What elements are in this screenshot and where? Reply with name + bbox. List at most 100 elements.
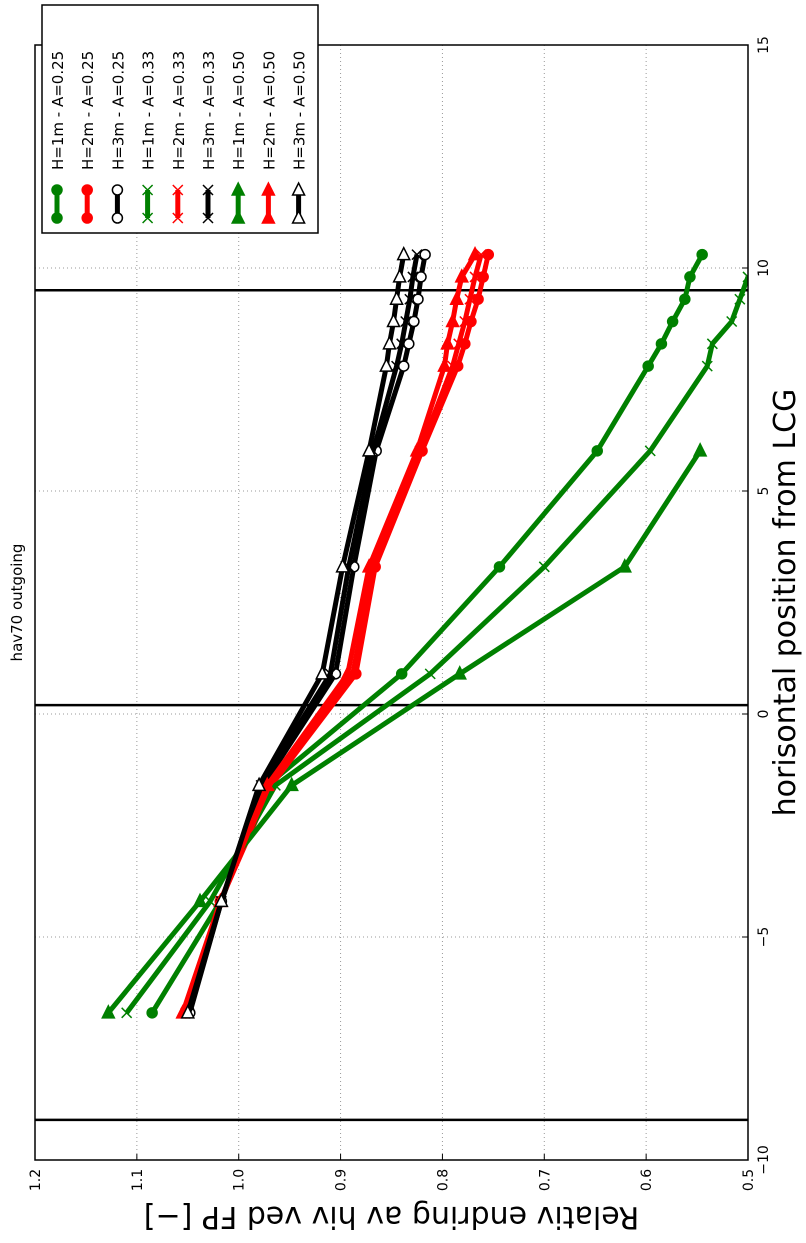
plot-area: [35, 245, 748, 1122]
marker: [315, 665, 330, 680]
marker: [386, 312, 401, 328]
marker: [742, 271, 748, 283]
marker: [121, 1007, 133, 1019]
legend-label: H=2m - A=0.50: [260, 51, 278, 170]
marker: [452, 665, 467, 680]
marker: [284, 776, 299, 792]
marker: [340, 665, 355, 680]
marker: [291, 209, 306, 224]
marker: [591, 445, 604, 457]
legend-label: H=2m - A=0.25: [79, 51, 97, 170]
marker: [142, 212, 154, 224]
marker: [407, 271, 419, 283]
marker: [617, 558, 632, 573]
x-tick-label: 5: [756, 487, 772, 496]
marker: [230, 209, 246, 224]
y-tick-label: 1.0: [232, 1169, 248, 1191]
y-tick-label: 0.6: [639, 1169, 655, 1191]
marker: [440, 335, 455, 350]
marker: [477, 271, 489, 283]
x-tick-label: −5: [756, 927, 772, 948]
legend-label: H=3m - A=0.50: [291, 51, 309, 170]
marker: [202, 184, 214, 196]
marker: [409, 442, 425, 457]
marker: [445, 312, 460, 328]
legend-label: H=1m - A=0.33: [140, 51, 158, 170]
y-tick-label: 0.5: [741, 1169, 757, 1191]
marker: [459, 315, 471, 328]
marker: [411, 249, 423, 261]
marker: [696, 248, 708, 261]
marker: [679, 293, 691, 305]
legend-label: H=1m - A=0.25: [49, 51, 67, 170]
marker: [453, 338, 465, 350]
marker: [382, 335, 397, 350]
marker: [464, 293, 476, 305]
marker: [412, 293, 424, 305]
marker: [396, 338, 408, 350]
y-axis-label: Relativ endring av hiv ved FP [−]: [144, 1199, 639, 1234]
marker: [214, 892, 229, 908]
marker: [379, 357, 394, 372]
legend: H=1m - A=0.25 H=2m - A=0.25 H=3m - A=0.25 H…: [41, 4, 319, 234]
marker: [101, 1004, 116, 1019]
marker: [655, 338, 668, 350]
legend-label: H=1m - A=0.50: [230, 51, 248, 170]
marker: [419, 248, 431, 261]
marker: [172, 184, 184, 196]
marker: [454, 268, 469, 283]
marker: [172, 212, 184, 224]
marker: [726, 315, 738, 328]
marker: [395, 668, 408, 680]
marker: [642, 360, 654, 372]
legend-label: H=3m - A=0.33: [200, 51, 218, 170]
marker: [204, 895, 216, 907]
marker: [666, 315, 679, 328]
marker: [472, 293, 484, 305]
marker: [361, 558, 377, 573]
marker: [111, 212, 124, 224]
marker: [180, 1004, 195, 1019]
marker: [706, 338, 718, 350]
marker: [469, 271, 481, 283]
marker: [335, 558, 350, 573]
marker: [482, 248, 495, 261]
marker: [111, 184, 124, 196]
x-tick-label: −10: [756, 1145, 772, 1175]
marker: [408, 315, 420, 328]
chart-title: hav70 outgoing: [8, 544, 26, 662]
y-tick-label: 0.9: [334, 1169, 350, 1191]
series-line: [106, 449, 703, 1015]
marker: [392, 268, 407, 283]
marker: [391, 360, 403, 372]
marker: [415, 271, 427, 283]
x-tick-label: 10: [756, 259, 772, 277]
marker: [538, 561, 550, 573]
marker: [692, 442, 708, 457]
marker: [81, 184, 93, 196]
legend-label: H=2m - A=0.33: [170, 51, 188, 170]
x-tick-label: 0: [756, 710, 772, 719]
y-tick-label: 0.8: [435, 1169, 451, 1191]
marker: [202, 212, 214, 224]
marker: [192, 892, 208, 908]
marker: [437, 357, 452, 372]
marker: [51, 212, 63, 224]
plot-frame: [34, 44, 749, 1161]
marker: [404, 293, 416, 305]
marker: [51, 184, 63, 196]
marker: [251, 776, 267, 792]
y-tick-label: 1.1: [130, 1169, 146, 1191]
marker: [701, 360, 713, 372]
marker: [424, 668, 436, 680]
marker: [291, 181, 306, 196]
marker: [400, 315, 412, 328]
y-tick-label: 1.2: [28, 1169, 44, 1191]
marker: [261, 209, 276, 224]
legend-label: H=3m - A=0.25: [109, 51, 127, 170]
marker: [644, 445, 656, 457]
marker: [493, 561, 506, 573]
marker: [261, 181, 276, 196]
marker: [361, 442, 377, 457]
marker: [81, 212, 93, 224]
